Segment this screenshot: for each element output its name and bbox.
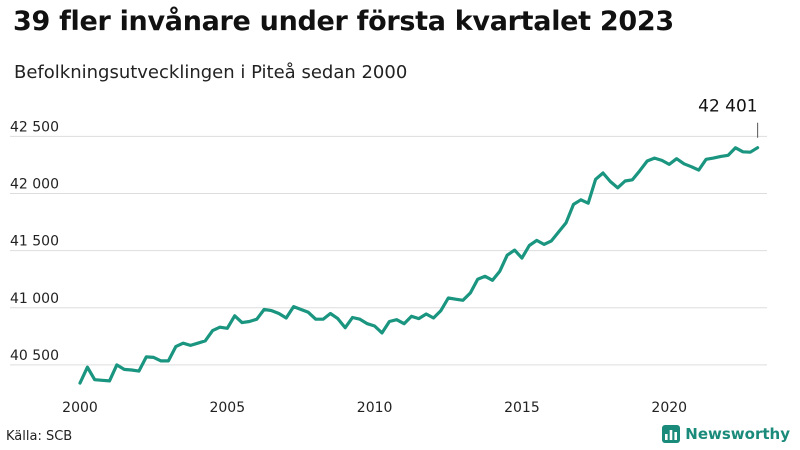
chart-title: 39 fler invånare under första kvartalet … (13, 6, 674, 37)
brand-logo[interactable]: Newsworthy (662, 425, 790, 443)
brand-name: Newsworthy (685, 425, 790, 443)
y-tick-label: 42 000 (10, 177, 59, 193)
y-tick-label: 41 000 (10, 291, 59, 307)
x-tick-label: 2005 (209, 400, 245, 416)
x-tick-label: 2015 (504, 400, 540, 416)
series-line-befolkning (78, 146, 760, 385)
bar-chart-logo-icon (662, 425, 681, 443)
annotation-layer: 42 401 (698, 97, 759, 138)
x-axis-ticks: 2000 2005 2010 2015 2020 (62, 400, 687, 416)
y-axis-ticks: 40 500 41 000 41 500 42 000 42 500 (10, 119, 59, 363)
x-tick-label: 2020 (651, 400, 687, 416)
y-tick-label: 41 500 (10, 234, 59, 250)
y-tick-label: 42 500 (10, 119, 59, 135)
series-layer (78, 146, 760, 385)
annotation-label: 42 401 (698, 97, 757, 117)
grid-lines (10, 135, 767, 366)
source-note: Källa: SCB (6, 429, 73, 444)
y-tick-label: 40 500 (10, 348, 59, 364)
x-tick-label: 2010 (357, 400, 393, 416)
chart-subtitle: Befolkningsutvecklingen i Piteå sedan 20… (14, 62, 408, 83)
x-tick-label: 2000 (62, 400, 98, 416)
